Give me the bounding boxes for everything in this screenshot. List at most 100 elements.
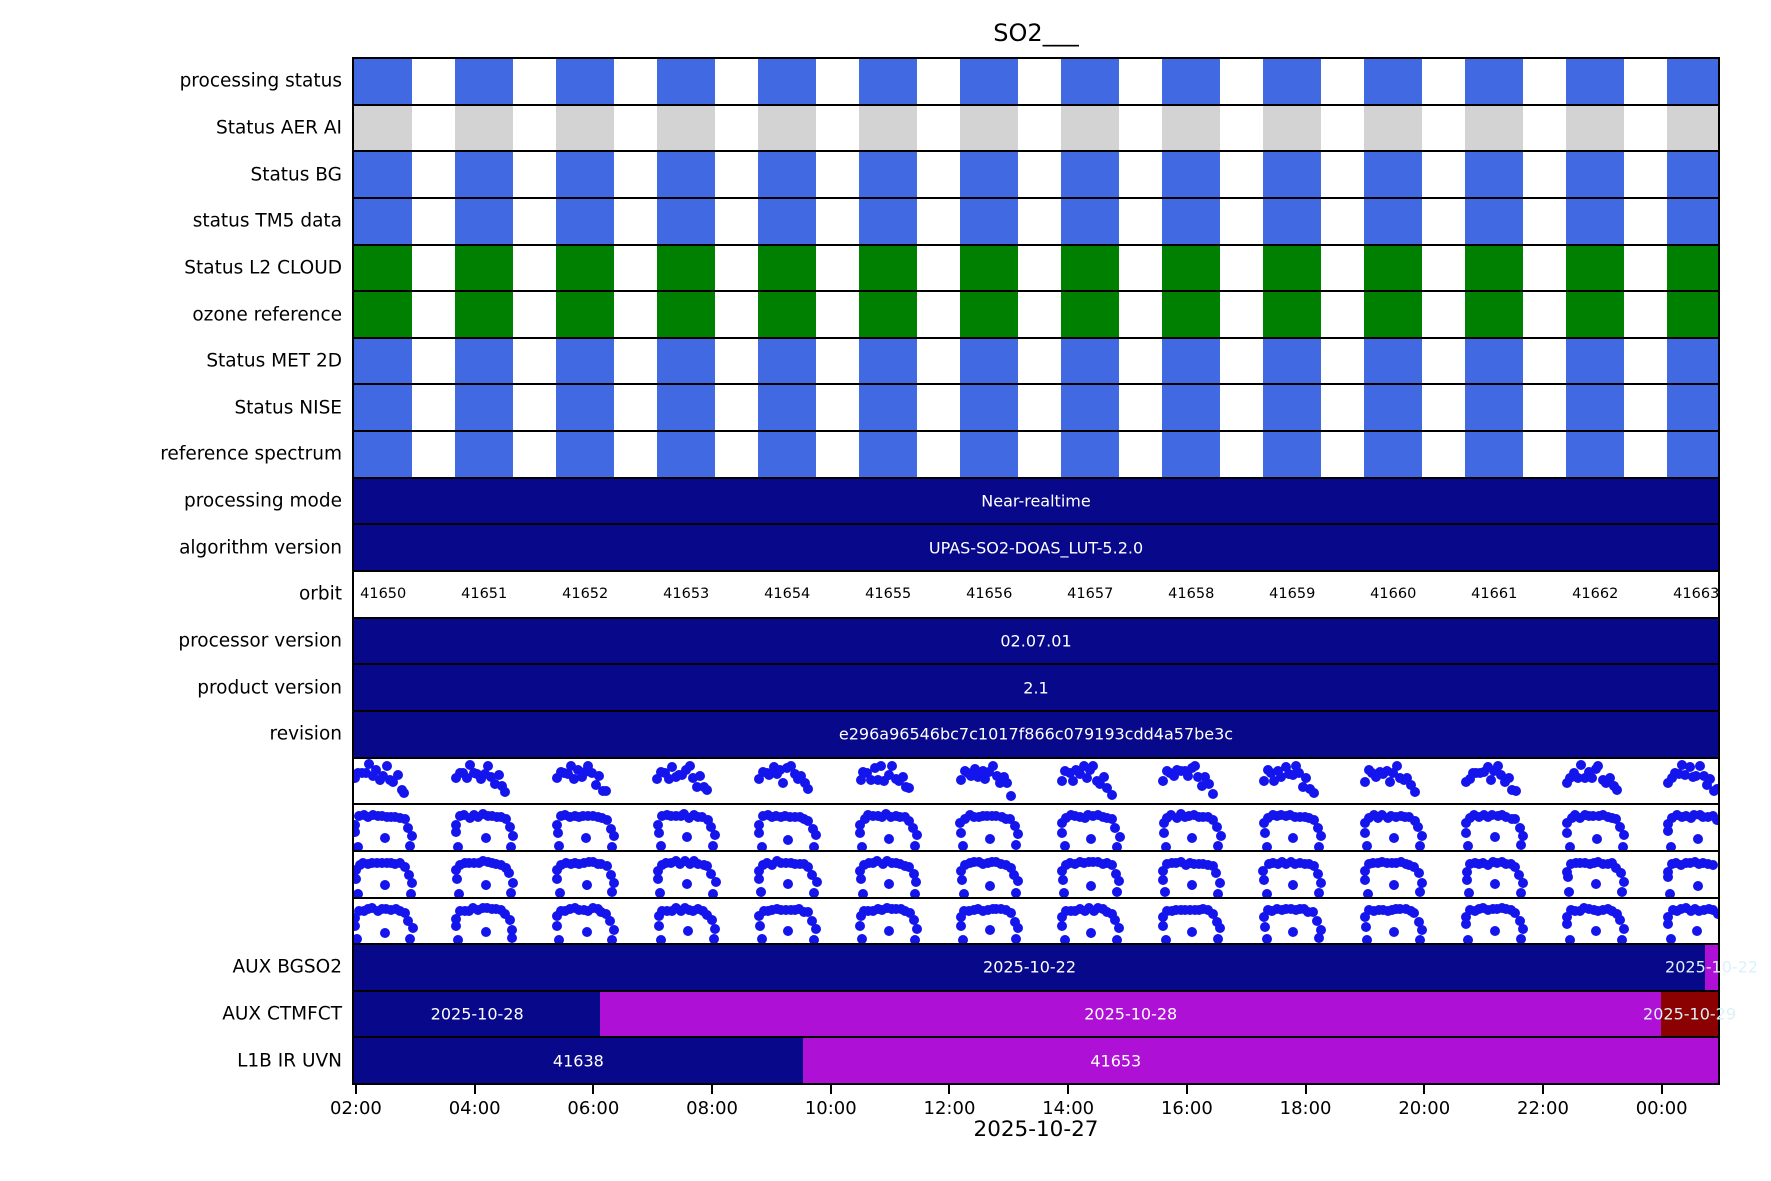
data-point bbox=[884, 925, 895, 936]
data-point bbox=[606, 841, 617, 850]
data-point bbox=[1493, 760, 1504, 771]
data-point bbox=[708, 934, 719, 944]
data-point bbox=[958, 888, 969, 897]
data-point bbox=[679, 809, 690, 820]
data-point bbox=[455, 860, 466, 871]
data-point bbox=[1611, 862, 1622, 873]
data-point bbox=[1692, 834, 1703, 845]
data-point bbox=[1179, 765, 1190, 776]
x-tick bbox=[1185, 1085, 1188, 1094]
status-block bbox=[455, 292, 514, 337]
status-block bbox=[1465, 338, 1524, 384]
data-point bbox=[495, 859, 506, 870]
data-point bbox=[857, 841, 868, 850]
data-point bbox=[1388, 879, 1399, 890]
data-point bbox=[1562, 872, 1573, 883]
orbit-number: 41662 bbox=[1572, 586, 1619, 603]
data-point bbox=[582, 905, 593, 916]
data-point bbox=[1694, 905, 1705, 916]
data-point bbox=[453, 841, 464, 850]
data-point bbox=[505, 888, 516, 897]
data-point bbox=[908, 822, 919, 833]
orbit-number: 41652 bbox=[562, 586, 609, 603]
data-point bbox=[1463, 840, 1474, 850]
data-point bbox=[754, 827, 765, 838]
row-processing-status: processing status bbox=[180, 59, 1718, 104]
segment-label: 2.1 bbox=[1023, 678, 1049, 698]
data-point bbox=[1095, 779, 1106, 790]
status-block bbox=[960, 198, 1019, 244]
status-block bbox=[657, 245, 716, 291]
data-point bbox=[1416, 877, 1427, 888]
data-point bbox=[583, 760, 594, 771]
data-point bbox=[1574, 813, 1585, 824]
data-point bbox=[1395, 857, 1406, 868]
data-point bbox=[367, 771, 378, 782]
status-block bbox=[1566, 245, 1625, 291]
data-point bbox=[973, 771, 984, 782]
data-point bbox=[1280, 761, 1291, 772]
x-tick-label: 10:00 bbox=[804, 1098, 857, 1119]
orbit-number: 41650 bbox=[360, 586, 407, 603]
data-point bbox=[388, 777, 399, 788]
row-status-bg: Status BG bbox=[250, 150, 1718, 197]
data-point bbox=[1099, 772, 1110, 783]
data-point bbox=[354, 913, 361, 924]
data-point bbox=[552, 874, 563, 885]
data-point bbox=[753, 911, 764, 922]
data-point bbox=[1362, 888, 1373, 897]
data-point bbox=[687, 773, 698, 783]
data-point bbox=[1495, 769, 1506, 780]
data-point bbox=[578, 810, 589, 821]
data-point bbox=[1489, 832, 1500, 843]
status-block bbox=[657, 432, 716, 477]
data-point bbox=[697, 812, 708, 823]
status-block bbox=[1162, 245, 1221, 291]
data-point bbox=[1313, 887, 1324, 897]
data-point bbox=[1576, 759, 1587, 770]
x-tick-label: 12:00 bbox=[923, 1098, 976, 1119]
data-point bbox=[867, 810, 878, 821]
data-point bbox=[1510, 813, 1521, 824]
data-point bbox=[1005, 908, 1016, 919]
data-point bbox=[1619, 924, 1630, 935]
row-status-l2-cloud: Status L2 CLOUD bbox=[184, 243, 1718, 291]
data-point bbox=[652, 865, 663, 876]
data-point bbox=[379, 833, 390, 844]
data-point bbox=[808, 842, 819, 850]
status-block bbox=[455, 245, 514, 291]
data-point bbox=[1005, 790, 1016, 801]
data-point bbox=[1107, 814, 1118, 825]
status-block bbox=[1162, 292, 1221, 337]
data-point bbox=[1288, 927, 1299, 938]
data-point bbox=[912, 829, 923, 840]
row-label: processing status bbox=[179, 70, 342, 92]
data-point bbox=[991, 810, 1002, 821]
data-point bbox=[1417, 924, 1428, 935]
data-point bbox=[663, 773, 674, 784]
data-point bbox=[453, 935, 464, 944]
data-point bbox=[911, 876, 922, 887]
data-point bbox=[789, 769, 800, 780]
data-point bbox=[1259, 874, 1270, 885]
data-point bbox=[1680, 769, 1691, 780]
status-block bbox=[1364, 59, 1423, 104]
data-point bbox=[1489, 879, 1500, 890]
data-point bbox=[596, 858, 607, 869]
orbit-number: 41660 bbox=[1370, 586, 1417, 603]
data-point bbox=[1158, 828, 1169, 839]
data-point bbox=[500, 862, 511, 873]
data-point bbox=[1160, 934, 1171, 944]
status-block bbox=[455, 59, 514, 104]
status-block bbox=[1364, 432, 1423, 477]
data-point bbox=[985, 925, 996, 936]
status-block bbox=[1061, 59, 1120, 104]
status-block bbox=[1566, 385, 1625, 431]
data-point bbox=[399, 862, 410, 873]
status-block bbox=[657, 59, 716, 104]
data-point bbox=[1261, 842, 1272, 850]
data-point bbox=[980, 774, 991, 785]
data-point bbox=[606, 935, 617, 944]
data-point bbox=[1187, 927, 1198, 938]
x-tick bbox=[1660, 1085, 1663, 1094]
